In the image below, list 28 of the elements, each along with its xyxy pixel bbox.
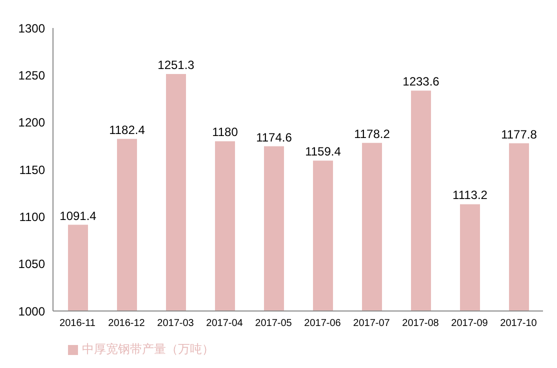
data-label: 1180 bbox=[212, 125, 238, 140]
data-label: 1251.3 bbox=[158, 58, 195, 72]
data-label: 1174.6 bbox=[256, 130, 292, 144]
x-tick-label: 2017-10 bbox=[500, 318, 538, 330]
y-tick-label: 1050 bbox=[18, 257, 46, 272]
y-tick-label: 1300 bbox=[18, 21, 46, 36]
data-label: 1113.2 bbox=[452, 188, 488, 202]
y-tick-label: 1100 bbox=[19, 210, 46, 224]
x-tick-label: 2017-05 bbox=[255, 318, 292, 330]
x-tick-label: 2017-09 bbox=[451, 318, 488, 330]
x-tick-label: 2017-06 bbox=[304, 318, 342, 330]
y-tick-label: 1150 bbox=[19, 162, 46, 177]
x-tick-label: 2017-04 bbox=[206, 318, 244, 330]
x-tick-label: 2016-12 bbox=[108, 318, 146, 330]
y-tick-label: 1200 bbox=[18, 116, 46, 130]
y-tick-label: 1250 bbox=[18, 68, 46, 82]
x-tick-label: 2017-07 bbox=[353, 318, 390, 330]
x-tick-label: 2017-08 bbox=[402, 318, 440, 330]
data-label: 1159.4 bbox=[305, 144, 342, 159]
y-tick-label: 1000 bbox=[18, 304, 46, 318]
data-label: 1177.8 bbox=[501, 127, 538, 142]
x-tick-label: 2017-03 bbox=[157, 318, 194, 330]
data-label: 1178.2 bbox=[354, 126, 390, 141]
legend-label: 中厚宽钢带产量（万吨） bbox=[82, 342, 214, 356]
data-label: 1233.6 bbox=[402, 74, 440, 89]
data-label: 1182.4 bbox=[109, 122, 146, 137]
data-label: 1091.4 bbox=[60, 208, 97, 223]
x-tick-label: 2016-11 bbox=[60, 318, 96, 330]
